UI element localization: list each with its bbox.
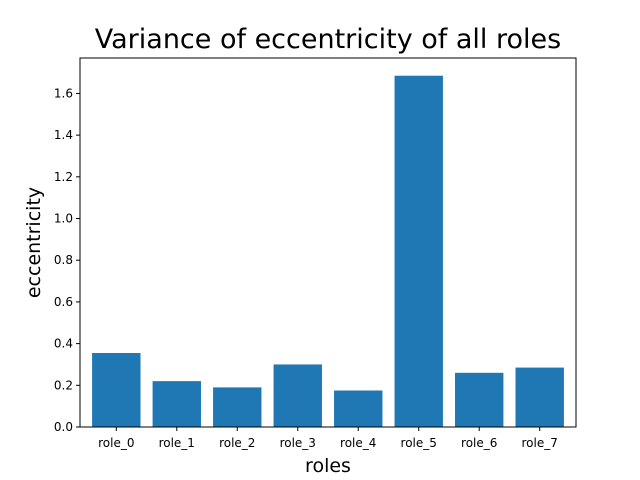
x-tick-label: role_3 xyxy=(280,436,316,450)
y-tick-label: 0.8 xyxy=(54,253,73,267)
x-tick-label: role_7 xyxy=(522,436,558,450)
x-tick-label: role_2 xyxy=(219,436,255,450)
bar-role_6 xyxy=(455,372,504,427)
bar-role_7 xyxy=(515,367,564,427)
bar-role_5 xyxy=(394,75,443,427)
y-tick-label: 1.4 xyxy=(54,128,73,142)
plot-frame xyxy=(79,57,577,428)
bars-group xyxy=(92,75,564,427)
y-tick-label: 0.6 xyxy=(54,295,73,309)
bar-role_1 xyxy=(152,381,201,427)
x-axis-label: roles xyxy=(305,455,351,477)
x-tick-label: role_0 xyxy=(98,436,134,450)
y-tick-label: 1.6 xyxy=(54,86,73,100)
x-tick-label: role_5 xyxy=(401,436,437,450)
y-tick-label: 0.4 xyxy=(54,337,73,351)
y-axis-label: eccentricity xyxy=(23,187,45,298)
bar-role_3 xyxy=(273,364,322,427)
y-tick-label: 0.2 xyxy=(54,378,73,392)
x-tick-label: role_6 xyxy=(461,436,497,450)
x-tick-label: role_1 xyxy=(159,436,195,450)
y-tick-label: 1.2 xyxy=(54,170,73,184)
y-tick-label: 1.0 xyxy=(54,212,73,226)
y-tick-label: 0.0 xyxy=(54,420,73,434)
bar-role_2 xyxy=(213,387,262,427)
x-tick-label: role_4 xyxy=(340,436,376,450)
bar-role_0 xyxy=(92,352,141,427)
bar-role_4 xyxy=(334,390,383,427)
x-ticks-group: role_0 role_1 role_2 role_3 role_4 role_5 role… xyxy=(98,427,558,450)
y-ticks-group: 0.0 0.2 0.4 0.6 0.8 1.0 1.2 1.4 1.6 xyxy=(54,86,80,434)
chart-title: Variance of eccentricity of all roles xyxy=(95,24,561,55)
